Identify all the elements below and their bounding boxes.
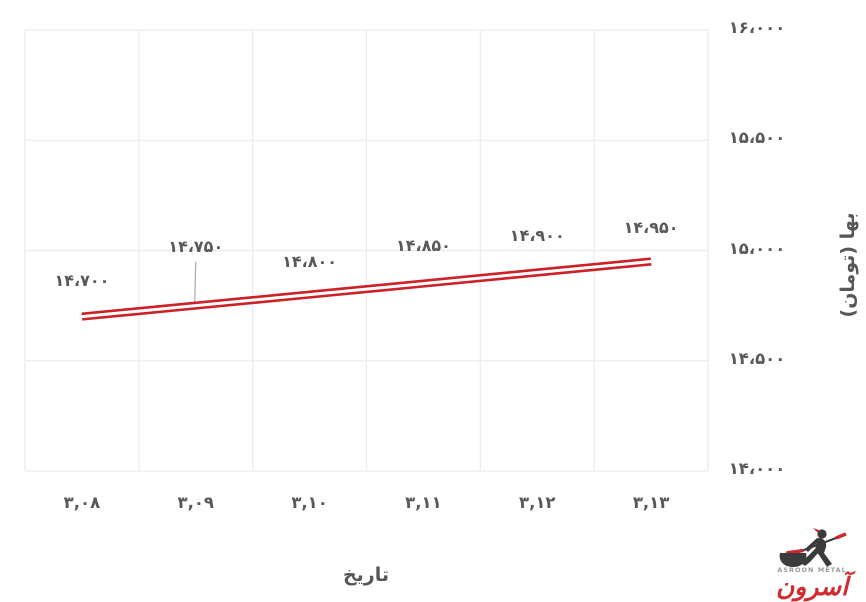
brand-watermark: ASROON METAL آسرون <box>762 526 862 600</box>
price-line-core <box>81 260 652 319</box>
x-tick-label: ۳,۰۸ <box>63 493 101 512</box>
data-point-label: ۱۴،۸۵۰ <box>395 235 451 255</box>
data-point-label: ۱۴،۸۰۰ <box>282 251 338 271</box>
y-tick-label: ۱۵،۵۰۰ <box>728 128 786 148</box>
y-tick-label: ۱۵،۰۰۰ <box>728 238 786 258</box>
x-axis-title: تاریخ <box>342 564 390 586</box>
y-tick-label: ۱۴،۰۰۰ <box>728 459 786 478</box>
data-point-label: ۱۴،۹۵۰ <box>623 217 679 237</box>
data-label-leader-line <box>194 261 197 303</box>
x-tick-label: ۳,۱۰ <box>291 493 328 512</box>
data-point-label: ۱۴،۷۰۰ <box>54 270 110 290</box>
x-tick-label: ۳,۱۳ <box>632 493 670 512</box>
blacksmith-anvil-icon <box>779 527 847 567</box>
data-point-label: ۱۴،۷۵۰ <box>168 236 224 256</box>
x-tick-label: ۳,۱۲ <box>519 493 556 512</box>
y-tick-label: ۱۶،۰۰۰ <box>728 18 786 37</box>
x-tick-label: ۳,۰۹ <box>177 493 214 512</box>
y-tick-label: ۱۴،۵۰۰ <box>728 348 786 368</box>
data-point-label: ۱۴،۹۰۰ <box>509 225 565 245</box>
x-tick-label: ۳,۱۱ <box>405 493 442 512</box>
y-axis-title: بها (تومان) <box>837 212 859 318</box>
brand-name-fa: آسرون <box>775 571 849 601</box>
brand-name-en: ASROON METAL <box>777 565 847 574</box>
